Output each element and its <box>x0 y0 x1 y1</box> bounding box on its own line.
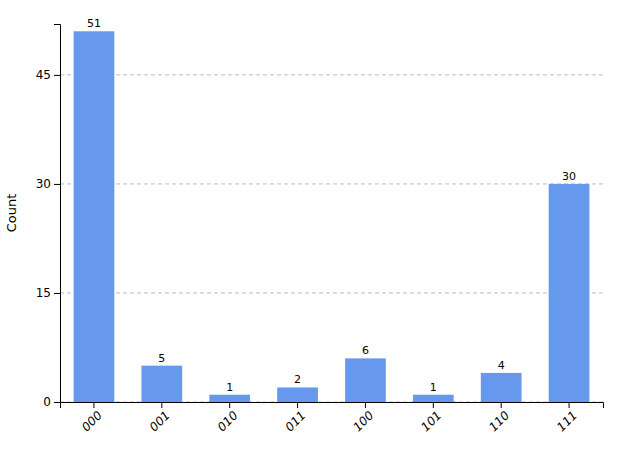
x-tick-label: 010 <box>215 408 241 434</box>
x-tick: 101 <box>418 402 444 434</box>
x-tick: 011 <box>282 402 308 434</box>
x-tick-mark <box>161 402 162 408</box>
data-labels: 5151261430 <box>87 17 576 393</box>
y-tick-mark <box>54 75 60 76</box>
data-label: 5 <box>158 352 165 365</box>
y-tick-mark <box>54 293 60 294</box>
bar <box>345 358 386 402</box>
x-tick-label: 100 <box>350 408 376 434</box>
data-label: 1 <box>430 381 437 394</box>
x-tick-label: 111 <box>554 408 580 434</box>
data-label: 2 <box>294 373 301 386</box>
x-tick-mark <box>297 402 298 408</box>
y-tick-label: 45 <box>36 68 51 82</box>
x-tick-label: 001 <box>147 408 173 434</box>
x-tick-mark <box>501 402 502 408</box>
bars <box>74 31 590 402</box>
bar <box>277 387 318 402</box>
x-tick-label: 101 <box>418 408 444 434</box>
y-tick-label: 30 <box>36 177 51 191</box>
chart-container: 5151261430015304500000101001110010111011… <box>0 0 623 458</box>
x-tick: 001 <box>147 402 173 434</box>
bar <box>209 395 250 402</box>
y-tick-label: 0 <box>43 395 51 409</box>
x-tick-mark <box>229 402 230 408</box>
y-axis: 0 15 30 45 <box>36 25 61 410</box>
x-tick-label: 011 <box>282 408 308 434</box>
y-axis-title: Count <box>4 194 19 233</box>
y-tick: 30 <box>36 177 60 191</box>
bar <box>481 373 522 402</box>
y-axis-line <box>54 25 61 403</box>
bar <box>141 366 182 402</box>
data-label: 1 <box>226 381 233 394</box>
plot-area: 5151261430015304500000101001110010111011… <box>36 17 604 434</box>
y-tick-mark <box>54 184 60 185</box>
chart-svg: 5151261430015304500000101001110010111011… <box>0 0 623 458</box>
x-tick: 000 <box>79 402 105 434</box>
y-tick-label: 15 <box>36 286 51 300</box>
x-tick-mark <box>365 402 366 408</box>
x-tick: 110 <box>486 402 512 434</box>
data-label: 4 <box>498 359 505 372</box>
y-tick: 0 <box>43 395 60 409</box>
x-axis: 000 001 010 011 100 101 110 111 <box>61 402 604 434</box>
grid-line <box>60 183 603 184</box>
data-label: 30 <box>562 170 576 183</box>
x-tick-mark <box>93 402 94 408</box>
grid-line <box>60 74 603 75</box>
data-label: 51 <box>87 17 101 30</box>
grid-line <box>60 292 603 293</box>
x-tick: 111 <box>554 402 580 434</box>
x-tick: 010 <box>215 402 241 434</box>
bar <box>413 395 454 402</box>
grid <box>60 75 603 402</box>
x-tick-mark <box>433 402 434 408</box>
y-tick: 45 <box>36 68 60 82</box>
x-tick: 100 <box>350 402 376 434</box>
y-tick-mark <box>54 402 60 403</box>
bar <box>74 31 115 402</box>
bar <box>549 184 590 402</box>
x-tick-mark <box>569 402 570 408</box>
y-tick: 15 <box>36 286 60 300</box>
x-tick-label: 000 <box>79 408 105 434</box>
data-label: 6 <box>362 344 369 357</box>
x-axis-line <box>61 403 604 409</box>
x-tick-label: 110 <box>486 408 512 434</box>
